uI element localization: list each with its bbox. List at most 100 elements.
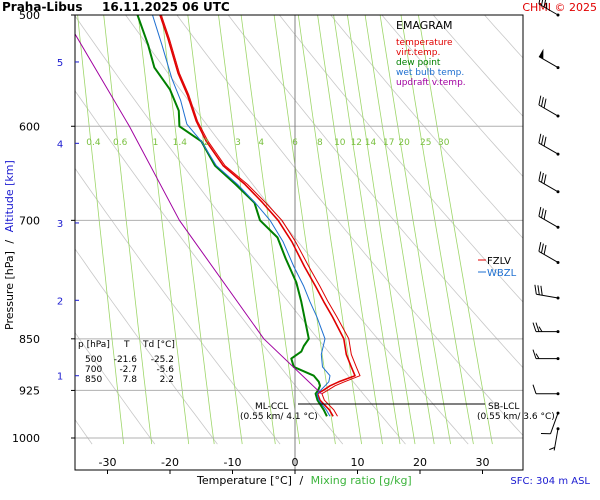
sb-lcl-label: SB-LCL — [488, 402, 519, 412]
wind-barb — [538, 206, 560, 229]
legend-temperature: temperature — [396, 38, 453, 48]
wind-barb — [538, 133, 560, 156]
wind-barb-feather — [541, 172, 544, 183]
mixing-ratio-label: 2 — [204, 138, 210, 148]
wind-barb-feather — [538, 95, 542, 106]
wind-barb — [538, 95, 560, 118]
pressure-axis: 500 600 700 850 925 1000 — [12, 9, 75, 445]
mixing-ratio-label: 17 — [383, 138, 394, 148]
table-header-t: T — [123, 340, 130, 350]
altitude-tick-label: 2 — [57, 296, 63, 307]
mixing-ratio-label: 8 — [317, 138, 323, 148]
dry-adiabat — [227, 15, 523, 369]
x-title-mixing-ratio: Mixing ratio [g/kg] — [311, 474, 412, 487]
x-axis-title: Temperature [°C] / Mixing ratio [g/kg] — [196, 474, 412, 487]
wind-barb-feather — [543, 209, 547, 220]
dry-adiabat — [381, 15, 523, 178]
wind-barb-station — [556, 13, 560, 17]
table-header-p: p [hPa] — [78, 340, 110, 350]
wind-barb — [538, 241, 560, 264]
temperature-tick-label: 20 — [413, 456, 427, 469]
ml-ccl-annotation: ML-CCL (0.55 km/ 4.1 °C) — [240, 402, 330, 422]
mixing-ratio-label: 12 — [351, 138, 362, 148]
wbzl-marker: WBZL — [478, 268, 517, 279]
wind-barb-station — [556, 260, 560, 264]
temperature-tick-label: -10 — [224, 456, 242, 469]
wind-barb-feather — [532, 384, 537, 394]
wind-barb-feather — [538, 206, 542, 217]
table-cell: 2.2 — [160, 375, 174, 385]
wind-barb-station — [556, 66, 560, 70]
profiles — [75, 15, 361, 417]
wind-barb-feather — [537, 285, 540, 295]
wind-barb — [534, 284, 560, 300]
wind-barb-station — [556, 427, 560, 431]
dry-adiabat — [330, 15, 523, 239]
series-dew-point — [136, 15, 328, 417]
wind-barb-pennant — [538, 48, 544, 60]
wind-barb-staff — [538, 56, 559, 69]
wind-barb-station — [556, 296, 560, 300]
wind-barb-feather — [535, 322, 540, 332]
legend-dew-point: dew point — [396, 58, 441, 68]
mixing-ratio-label: 6 — [292, 138, 298, 148]
sb-lcl-annotation: SB-LCL (0.55 km/ 3.6 °C) — [330, 402, 555, 422]
temperature-tick-label: -30 — [99, 456, 117, 469]
wind-barb-feather — [541, 0, 544, 6]
wind-barb-staff — [538, 250, 559, 263]
station-name: Praha-Libus — [2, 0, 82, 14]
wind-barb-feather — [543, 98, 547, 109]
series-temperature — [159, 15, 356, 417]
background-grid — [75, 15, 523, 470]
wind-barb-feather — [543, 174, 547, 184]
legend-title: EMAGRAM — [396, 19, 453, 32]
wind-barb-feather — [543, 244, 547, 255]
mixing-ratio-label: 1.4 — [173, 138, 188, 148]
temperature-tick-label: 30 — [476, 456, 490, 469]
pressure-tick-label: 700 — [19, 214, 40, 227]
pressure-tick-label: 850 — [19, 333, 40, 346]
wind-barb-feather — [543, 136, 547, 147]
series-updraft-v-temp — [75, 33, 322, 395]
pressure-tick-label: 1000 — [12, 432, 40, 445]
mixing-ratio-label: 1 — [153, 138, 159, 148]
wind-barb — [532, 349, 560, 361]
wind-barb-feather — [538, 133, 542, 144]
table-cell: 850 — [85, 375, 102, 385]
table-cell: 500 — [85, 355, 102, 365]
wind-barbs — [532, 0, 560, 451]
wind-barb-feather — [535, 353, 540, 359]
wind-barb-staff — [538, 104, 559, 117]
ml-ccl-detail: (0.55 km/ 4.1 °C) — [240, 412, 318, 422]
wind-barb-feather — [541, 243, 544, 254]
x-title-temperature: Temperature [°C] — [196, 474, 292, 487]
wind-barb — [540, 411, 560, 435]
altitude-axis: 5 4 3 2 1 — [57, 58, 79, 383]
sounding-datetime: 16.11.2025 06 UTC — [102, 0, 230, 14]
wind-barb-feather — [534, 284, 537, 295]
wind-barb-feather — [538, 0, 541, 5]
wind-barb-feather — [538, 241, 542, 252]
wbzl-label: WBZL — [487, 268, 517, 279]
wind-barb — [532, 384, 560, 396]
copyright: CHMI © 2025 — [522, 1, 597, 14]
altitude-tick-label: 3 — [57, 219, 63, 230]
wind-barb — [538, 0, 560, 17]
wind-barb-staff — [538, 215, 559, 228]
mixing-ratio-label: 4 — [258, 138, 264, 148]
wind-barb-feather — [532, 349, 537, 359]
wind-barb-staff — [538, 180, 559, 193]
wind-barb-feather — [540, 285, 543, 296]
legend: EMAGRAM temperature virt.temp. dew point… — [396, 19, 466, 88]
wind-barb — [538, 48, 560, 70]
wind-barb-feather — [549, 447, 555, 451]
wind-barb — [532, 322, 560, 334]
wind-barb-station — [556, 114, 560, 118]
wind-barb-staff — [538, 142, 559, 155]
wind-barb-station — [556, 152, 560, 156]
fzlv-marker: FZLV — [478, 256, 511, 267]
wind-barb-station — [556, 190, 560, 194]
mixing-ratio-label: 25 — [420, 138, 431, 148]
pressure-tick-label: 500 — [19, 9, 40, 22]
dry-adiabat — [432, 15, 523, 117]
